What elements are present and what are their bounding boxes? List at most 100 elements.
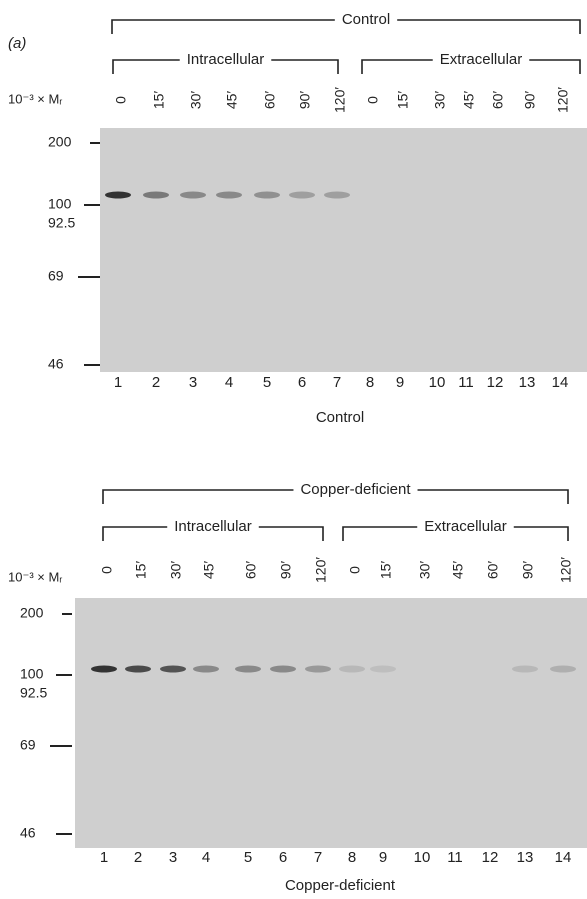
- gel: [100, 128, 587, 372]
- axis-label: 10⁻³ × Mᵣ: [8, 91, 62, 106]
- time-label: 30′: [168, 561, 184, 580]
- time-label: 30′: [417, 561, 433, 580]
- band: [305, 665, 331, 673]
- group-label: Copper-deficient: [300, 481, 411, 498]
- time-label: 45′: [201, 561, 217, 580]
- time-label: 120′: [555, 87, 571, 113]
- bracket-gap: [334, 17, 398, 23]
- lane-number: 12: [487, 374, 504, 391]
- time-label: 0: [365, 96, 381, 104]
- lane-number: 11: [458, 374, 474, 391]
- lane-number: 2: [134, 849, 142, 866]
- time-label: 90′: [278, 561, 294, 580]
- bracket-gap: [432, 57, 530, 63]
- extracellular-label: Extracellular: [440, 51, 523, 68]
- marker-label: 92.5: [20, 685, 47, 701]
- panel-label: (a): [8, 35, 26, 52]
- axis-label: 10⁻³ × Mᵣ: [8, 569, 62, 584]
- band: [160, 665, 186, 673]
- time-label: 45′: [450, 561, 466, 580]
- marker-label: 46: [20, 825, 36, 841]
- time-label: 90′: [522, 91, 538, 110]
- band: [550, 665, 576, 673]
- lane-number: 13: [519, 374, 536, 391]
- time-label: 15′: [151, 91, 167, 110]
- bracket-gap: [417, 524, 514, 530]
- time-label: 60′: [262, 91, 278, 110]
- intracellular-label: Intracellular: [174, 518, 252, 535]
- lane-number: 1: [100, 849, 108, 866]
- lane-number: 2: [152, 374, 160, 391]
- time-label: 15′: [395, 91, 411, 110]
- band: [370, 665, 396, 673]
- band: [105, 191, 131, 199]
- marker-label: 69: [20, 737, 36, 753]
- lane-number: 8: [366, 374, 374, 391]
- lane-number: 9: [379, 849, 387, 866]
- intracellular-label: Intracellular: [187, 51, 265, 68]
- time-label: 30′: [188, 91, 204, 110]
- time-label: 45′: [224, 91, 240, 110]
- marker-label: 46: [48, 356, 64, 372]
- lane-number: 11: [447, 849, 463, 866]
- band: [235, 665, 261, 673]
- band: [125, 665, 151, 673]
- lane-number: 1: [114, 374, 122, 391]
- band: [180, 191, 206, 199]
- bracket-gap: [179, 57, 272, 63]
- lane-number: 7: [314, 849, 322, 866]
- lane-number: 3: [169, 849, 177, 866]
- time-label: 0: [113, 96, 129, 104]
- time-label: 120′: [313, 557, 329, 583]
- lane-number: 6: [298, 374, 306, 391]
- time-label: 120′: [332, 87, 348, 113]
- lane-number: 6: [279, 849, 287, 866]
- marker-label: 200: [48, 134, 72, 150]
- marker-label: 100: [20, 666, 44, 682]
- marker-label: 92.5: [48, 215, 75, 231]
- lane-number: 7: [333, 374, 341, 391]
- time-label: 60′: [243, 561, 259, 580]
- bracket-gap: [167, 524, 259, 530]
- time-label: 0: [347, 566, 363, 574]
- lane-number: 10: [414, 849, 431, 866]
- lane-number: 10: [429, 374, 446, 391]
- time-label: 45′: [461, 91, 477, 110]
- time-label: 0: [99, 566, 115, 574]
- time-label: 30′: [432, 91, 448, 110]
- time-label: 60′: [485, 561, 501, 580]
- lane-number: 12: [482, 849, 499, 866]
- caption: Control: [316, 409, 364, 426]
- marker-label: 200: [20, 605, 44, 621]
- time-label: 15′: [133, 561, 149, 580]
- lane-number: 9: [396, 374, 404, 391]
- marker-label: 100: [48, 196, 72, 212]
- lane-number: 14: [555, 849, 572, 866]
- time-label: 60′: [490, 91, 506, 110]
- caption: Copper-deficient: [285, 877, 396, 894]
- lane-number: 4: [202, 849, 210, 866]
- time-label: 120′: [558, 557, 574, 583]
- band: [193, 665, 219, 673]
- lane-number: 13: [517, 849, 534, 866]
- band: [339, 665, 365, 673]
- lane-number: 5: [244, 849, 252, 866]
- time-label: 90′: [520, 561, 536, 580]
- band: [216, 191, 242, 199]
- band: [289, 191, 315, 199]
- lane-number: 14: [552, 374, 569, 391]
- bracket-gap: [293, 487, 418, 493]
- band: [270, 665, 296, 673]
- band: [512, 665, 538, 673]
- band: [91, 665, 117, 673]
- band: [143, 191, 169, 199]
- lane-number: 5: [263, 374, 271, 391]
- band: [254, 191, 280, 199]
- band: [324, 191, 350, 199]
- group-label: Control: [342, 11, 390, 28]
- time-label: 15′: [378, 561, 394, 580]
- time-label: 90′: [297, 91, 313, 110]
- lane-number: 4: [225, 374, 233, 391]
- gel: [75, 598, 587, 848]
